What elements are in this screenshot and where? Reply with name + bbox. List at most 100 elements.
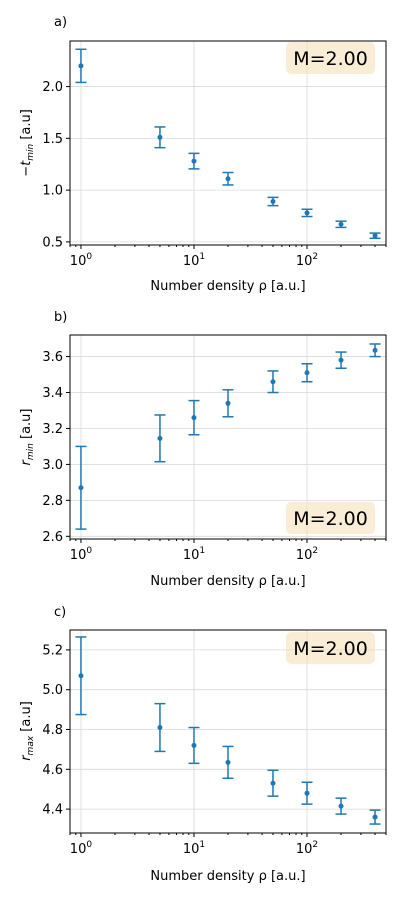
panel-a-x-tick-label: 100: [70, 252, 93, 269]
panel-b-x-axis-label: Number density ρ [a.u.]: [150, 574, 305, 589]
panel-b: b) 100 101 102 2.6 2.8 3.0 3.2 3.4 3.6 M=2.00 N…: [19, 310, 387, 589]
panel-a-y-tick-label: 1.5: [42, 132, 63, 147]
marker: [78, 485, 84, 491]
panel-c-data-point: [267, 769, 279, 797]
panel-b-data-point: [335, 351, 347, 370]
panel-a-data-point: [267, 196, 279, 207]
panel-b-data-point: [154, 414, 166, 463]
marker: [372, 347, 378, 353]
panel-c-data-point: [369, 809, 381, 825]
panel-a-data-point: [154, 126, 166, 149]
panel-c-y-axis-label: rmax [a.u]: [19, 701, 36, 761]
panel-c-y-tick-label: 4.6: [42, 763, 63, 778]
panel-b-y-axis-label-sub: min: [26, 443, 36, 460]
panel-a-x-tick-label: 102: [296, 252, 318, 269]
panel-b-annotation-text: M=2.00: [293, 508, 368, 530]
panel-b-x-tick-label: 101: [183, 546, 205, 563]
panel-a-data-point: [301, 208, 313, 218]
panel-a-grid: [70, 41, 386, 245]
panel-a-x-ticks: 100 101 102: [69, 245, 387, 269]
panel-b-y-axis-label-main: r: [19, 458, 34, 465]
marker: [372, 233, 378, 239]
panel-b-points: [75, 343, 381, 530]
panel-c-y-tick-label: 4.4: [42, 803, 63, 818]
panel-a-data-point: [222, 171, 234, 186]
panel-b-x-ticks: 100 101 102: [69, 539, 387, 563]
panel-b-x-tick-label: 102: [296, 546, 318, 563]
panel-a-data-point: [335, 220, 347, 229]
panel-c-annotation: M=2.00: [286, 632, 375, 664]
panel-b-y-tick-label: 3.0: [42, 458, 63, 473]
panel-c-data-point: [188, 726, 200, 765]
panel-a-x-axis-label: Number density ρ [a.u.]: [150, 279, 305, 294]
panel-c-annotation-text: M=2.00: [293, 638, 368, 660]
panel-b-y-ticks: 2.6 2.8 3.0 3.2 3.4 3.6: [42, 350, 70, 545]
panel-b-y-tick-label: 2.6: [42, 530, 63, 545]
panel-a-y-tick-label: 2.0: [42, 80, 63, 95]
marker: [270, 199, 276, 205]
panel-a-y-tick-label: 1.0: [42, 184, 63, 199]
marker: [338, 803, 344, 809]
panel-b-data-point: [267, 370, 279, 394]
panel-a-y-axis-label: −tmin [a.u]: [19, 109, 36, 177]
panel-c: c) 100 101 102 4.4 4.6 4.8 5.0 5.2 M=2.00 Numb…: [19, 605, 387, 884]
panel-a-data-point: [369, 232, 381, 240]
panel-a-y-axis-label-main: −t: [19, 160, 34, 177]
panel-c-y-tick-label: 4.8: [42, 723, 63, 738]
panel-c-data-point: [301, 781, 313, 805]
marker: [191, 415, 197, 421]
panel-b-data-point: [188, 399, 200, 436]
panel-c-y-tick-label: 5.2: [42, 643, 63, 658]
marker: [225, 759, 231, 765]
panel-b-y-tick-label: 3.6: [42, 350, 63, 365]
panel-a-y-axis-label-tail: [a.u]: [19, 109, 34, 144]
marker: [225, 176, 231, 182]
panel-a-data-point: [188, 152, 200, 170]
panel-b-annotation-box: [286, 502, 375, 534]
panel-b-data-point: [75, 445, 87, 530]
panel-b-y-tick-label: 2.8: [42, 494, 63, 509]
panel-a-y-ticks: 0.5 1.0 1.5 2.0: [42, 80, 70, 250]
panel-b-y-axis-label: rmin [a.u]: [19, 409, 36, 466]
panel-c-x-tick-label: 101: [183, 840, 205, 857]
panel-c-y-tick-label: 5.0: [42, 683, 63, 698]
marker: [78, 673, 84, 679]
panel-label-b: b): [54, 310, 67, 325]
panel-a: a) 100 101 102 0.5 1.0 1.5 2.0 M=2.00 Number …: [19, 15, 387, 294]
panel-c-data-point: [154, 702, 166, 753]
marker: [78, 63, 84, 69]
panel-c-data-point: [75, 636, 87, 716]
panel-b-y-axis-label-tail: [a.u]: [19, 409, 34, 444]
panel-c-data-point: [222, 745, 234, 780]
panel-c-y-axis-label-sub: max: [26, 735, 36, 755]
panel-c-x-tick-label: 100: [70, 840, 93, 857]
panel-c-data-point: [335, 797, 347, 815]
panel-a-y-axis-label-sub: min: [26, 144, 36, 161]
panel-b-data-point: [301, 363, 313, 383]
marker: [157, 435, 163, 441]
marker: [270, 780, 276, 786]
panel-a-annotation-box: [286, 42, 375, 74]
marker: [304, 370, 310, 376]
panel-a-y-tick-label: 0.5: [42, 235, 63, 250]
panel-label-c: c): [54, 605, 66, 620]
marker: [304, 790, 310, 796]
marker: [304, 210, 310, 216]
panel-b-y-tick-label: 3.4: [42, 386, 63, 401]
panel-a-annotation-text: M=2.00: [293, 48, 368, 70]
panel-b-x-tick-label: 100: [70, 546, 93, 563]
panel-c-annotation-box: [286, 632, 375, 664]
panel-c-points: [75, 636, 381, 825]
panel-b-data-point: [222, 389, 234, 418]
panel-a-annotation: M=2.00: [286, 42, 375, 74]
panel-c-y-axis-label-main: r: [19, 754, 34, 761]
marker: [191, 158, 197, 164]
panel-c-y-axis-label-tail: [a.u]: [19, 701, 34, 736]
panel-b-data-point: [369, 343, 381, 358]
marker: [191, 742, 197, 748]
marker: [372, 814, 378, 820]
panel-c-x-axis-label: Number density ρ [a.u.]: [150, 869, 305, 884]
panel-c-y-ticks: 4.4 4.6 4.8 5.0 5.2: [42, 643, 70, 818]
panel-c-x-ticks: 100 101 102: [69, 833, 387, 857]
marker: [338, 221, 344, 227]
